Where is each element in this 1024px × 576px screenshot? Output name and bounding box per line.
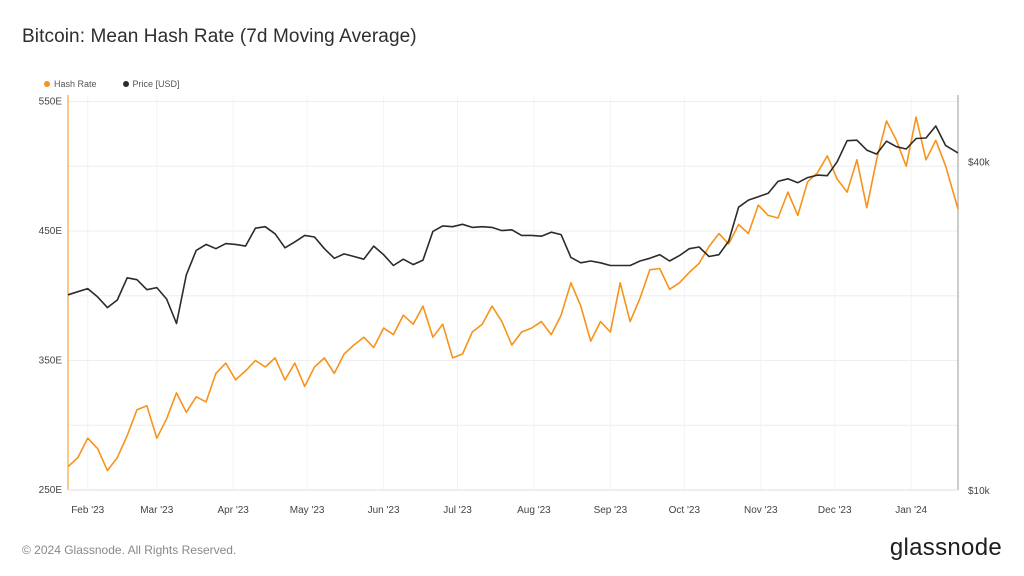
y-left-tick-label: 250E bbox=[39, 485, 63, 496]
x-tick-label: Nov '23 bbox=[744, 505, 778, 516]
chart-title: Bitcoin: Mean Hash Rate (7d Moving Avera… bbox=[22, 26, 417, 47]
series-line-price bbox=[67, 125, 959, 325]
legend: Hash Rate Price [USD] bbox=[44, 79, 180, 89]
x-tick-label: May '23 bbox=[290, 505, 325, 516]
grid bbox=[68, 95, 958, 491]
x-tick-label: Sep '23 bbox=[594, 505, 628, 516]
brand-logo: glassnode bbox=[889, 534, 1002, 561]
axes bbox=[67, 95, 959, 491]
x-tick-label: Apr '23 bbox=[217, 505, 249, 516]
x-tick-label: Dec '23 bbox=[818, 505, 852, 516]
x-tick-label: Oct '23 bbox=[669, 505, 701, 516]
x-tick-label: Jul '23 bbox=[443, 505, 472, 516]
tick-labels: 250E 350E 450E 550E $10k $40k Feb '23 Mar '23 Ap… bbox=[39, 96, 991, 516]
x-tick-label: Feb '23 bbox=[71, 505, 104, 516]
x-tick-label: Jun '23 bbox=[368, 505, 400, 516]
legend-item-price[interactable]: Price [USD] bbox=[122, 79, 180, 89]
x-tick-label: Jan '24 bbox=[895, 505, 927, 516]
y-left-tick-label: 450E bbox=[39, 226, 63, 237]
copyright: © 2024 Glassnode. All Rights Reserved. bbox=[22, 543, 237, 557]
series-line-hash-rate bbox=[67, 116, 959, 472]
y-left-tick-label: 350E bbox=[39, 355, 63, 366]
y-left-tick-label: 550E bbox=[39, 96, 63, 107]
y-right-tick-label: $40k bbox=[968, 158, 991, 169]
series-lines bbox=[67, 116, 959, 472]
legend-dot-hash-rate bbox=[44, 81, 50, 87]
legend-dot-price bbox=[122, 81, 129, 87]
x-tick-label: Aug '23 bbox=[517, 505, 551, 516]
legend-label-hash-rate: Hash Rate bbox=[54, 79, 97, 89]
y-right-tick-label: $10k bbox=[968, 486, 991, 497]
legend-label-price: Price [USD] bbox=[132, 79, 180, 89]
legend-item-hash-rate[interactable]: Hash Rate bbox=[44, 79, 97, 89]
x-tick-label: Mar '23 bbox=[140, 505, 173, 516]
